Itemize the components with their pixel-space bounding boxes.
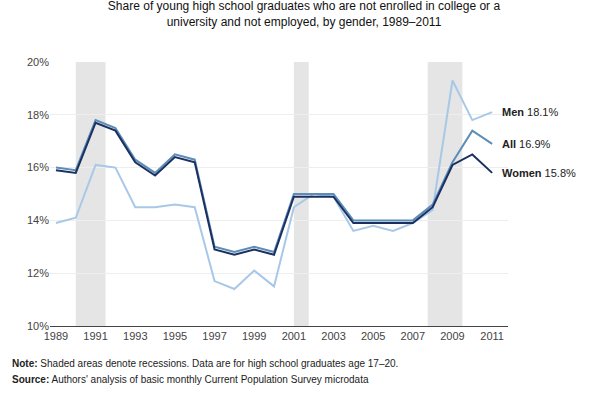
svg-text:2007: 2007 <box>401 330 425 342</box>
svg-text:Note: Shaded areas denote rece: Note: Shaded areas denote recessions. Da… <box>12 358 398 369</box>
svg-text:1989: 1989 <box>44 330 68 342</box>
svg-text:14%: 14% <box>27 214 49 226</box>
svg-text:1997: 1997 <box>202 330 226 342</box>
svg-text:18%: 18% <box>27 109 49 121</box>
svg-text:2011: 2011 <box>480 330 504 342</box>
svg-text:16%: 16% <box>27 161 49 173</box>
svg-text:1999: 1999 <box>242 330 266 342</box>
svg-text:All 16.9%: All 16.9% <box>502 138 551 150</box>
svg-text:12%: 12% <box>27 267 49 279</box>
svg-text:2003: 2003 <box>321 330 345 342</box>
svg-text:2005: 2005 <box>361 330 385 342</box>
svg-text:1991: 1991 <box>83 330 107 342</box>
svg-text:Source: Authors' analysis of b: Source: Authors' analysis of basic month… <box>12 374 369 385</box>
svg-text:2009: 2009 <box>440 330 464 342</box>
svg-text:1993: 1993 <box>123 330 147 342</box>
svg-text:20%: 20% <box>27 56 49 68</box>
svg-text:10%: 10% <box>27 320 49 332</box>
svg-text:2001: 2001 <box>282 330 306 342</box>
svg-text:1995: 1995 <box>163 330 187 342</box>
svg-text:Women 15.8%: Women 15.8% <box>502 167 576 179</box>
svg-text:Share of young high school gra: Share of young high school graduates who… <box>108 0 501 29</box>
svg-text:Men 18.1%: Men 18.1% <box>502 106 558 118</box>
